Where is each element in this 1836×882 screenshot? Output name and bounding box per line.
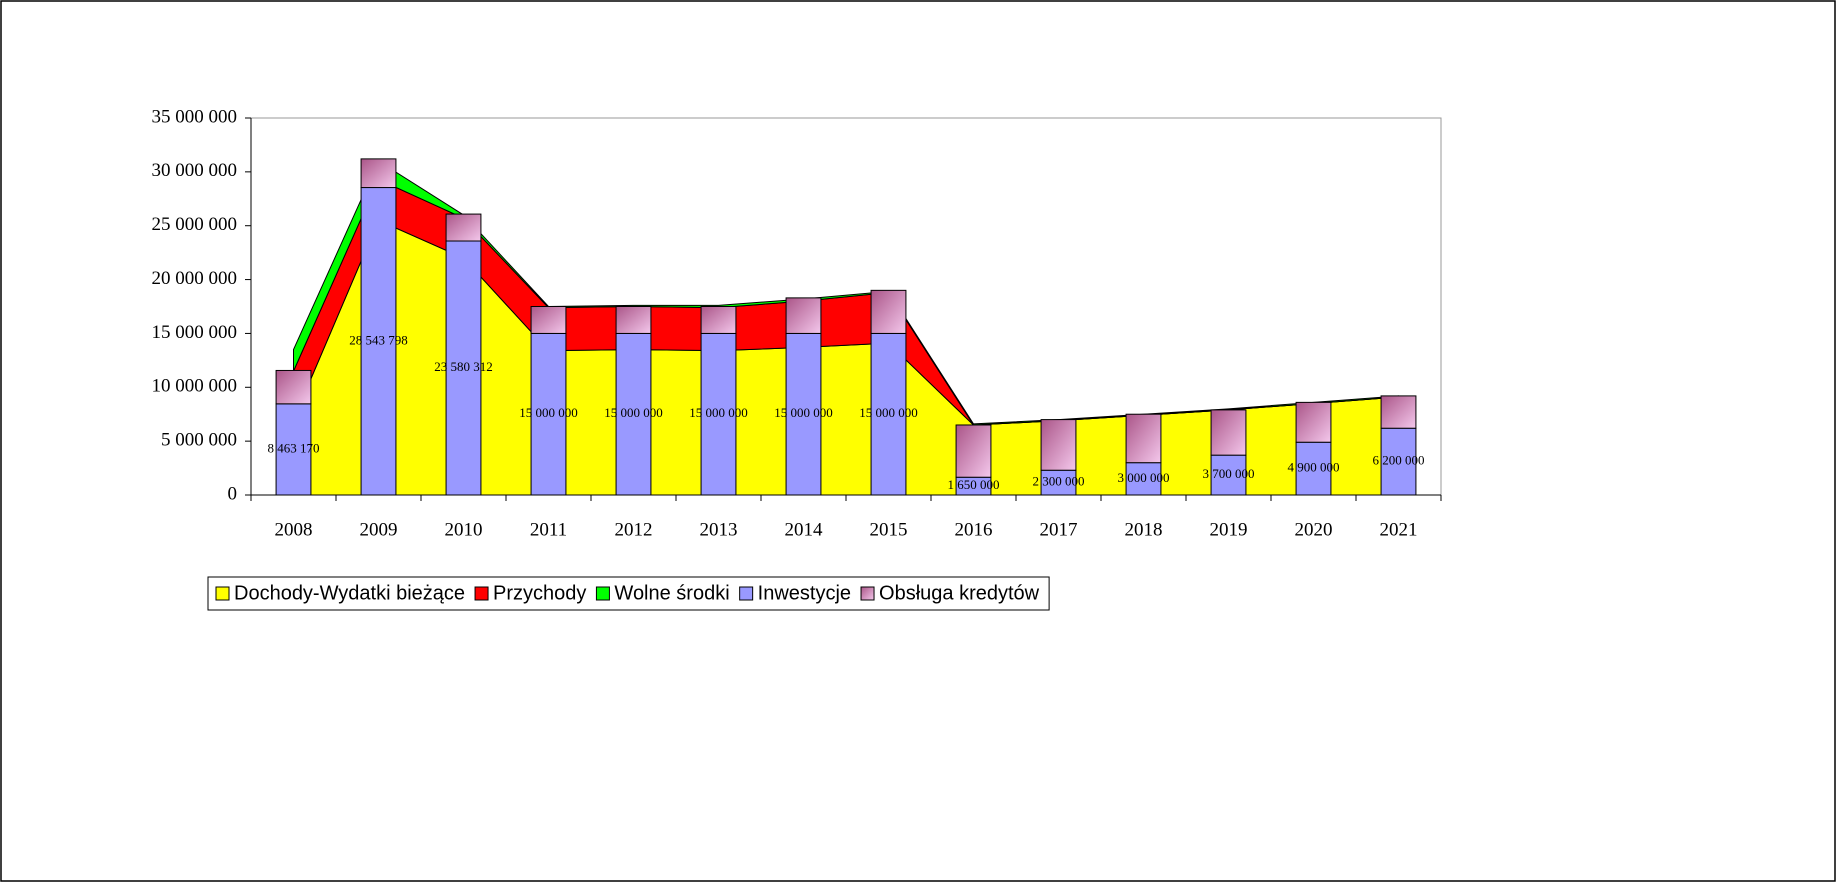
data-label: 28 543 798 — [349, 332, 408, 347]
bar — [870, 332, 907, 496]
bar — [530, 306, 567, 334]
bar — [1125, 413, 1162, 464]
y-tick-label: 20 000 000 — [152, 268, 238, 289]
bar — [1040, 419, 1077, 471]
y-tick-label: 10 000 000 — [152, 376, 238, 397]
bar — [1210, 454, 1247, 496]
x-tick-label: 2019 — [1210, 519, 1248, 540]
data-label: 23 580 312 — [434, 359, 493, 374]
bar — [955, 424, 992, 478]
legend-label: Inwestycje — [758, 582, 851, 604]
x-tick-label: 2011 — [530, 519, 567, 540]
data-label: 15 000 000 — [689, 405, 748, 420]
y-tick-label: 25 000 000 — [152, 214, 238, 235]
bar — [615, 306, 652, 334]
data-label: 1 650 000 — [948, 477, 1000, 492]
legend-swatch — [215, 586, 230, 601]
bar — [700, 332, 737, 496]
y-tick-label: 30 000 000 — [152, 160, 238, 181]
bar — [785, 332, 822, 496]
legend-swatch — [739, 586, 754, 601]
bar — [530, 332, 567, 496]
bar — [1295, 441, 1332, 496]
data-label: 3 700 000 — [1203, 466, 1255, 481]
y-tick-label: 15 000 000 — [152, 322, 238, 343]
x-tick-label: 2013 — [700, 519, 738, 540]
bar — [275, 369, 312, 405]
legend-swatch — [860, 586, 875, 601]
legend-label: Wolne środki — [614, 582, 729, 604]
bar — [1380, 427, 1417, 496]
data-label: 6 200 000 — [1373, 453, 1425, 468]
bar — [445, 213, 482, 242]
bar — [360, 187, 397, 496]
data-label: 15 000 000 — [604, 405, 663, 420]
bar — [1380, 395, 1417, 429]
x-tick-label: 2017 — [1040, 519, 1078, 540]
bar — [615, 332, 652, 496]
x-tick-label: 2020 — [1295, 519, 1333, 540]
bar — [700, 306, 737, 334]
data-label: 15 000 000 — [859, 405, 918, 420]
bar — [1210, 409, 1247, 456]
bar — [870, 289, 907, 334]
bar — [785, 297, 822, 334]
data-label: 4 900 000 — [1288, 460, 1340, 475]
x-tick-label: 2021 — [1380, 519, 1418, 540]
x-tick-label: 2010 — [445, 519, 483, 540]
legend-label: Dochody-Wydatki bieżące — [234, 582, 465, 604]
x-tick-label: 2009 — [360, 519, 398, 540]
bar — [360, 158, 397, 189]
legend-label: Obsługa kredytów — [879, 582, 1040, 604]
y-tick-label: 0 — [228, 483, 238, 504]
data-label: 3 000 000 — [1118, 470, 1170, 485]
bar — [275, 403, 312, 496]
legend-label: Przychody — [493, 582, 586, 604]
data-label: 2 300 000 — [1033, 474, 1085, 489]
bar — [445, 240, 482, 496]
x-tick-label: 2008 — [275, 519, 313, 540]
x-tick-label: 2015 — [870, 519, 908, 540]
legend-swatch — [595, 586, 610, 601]
y-tick-label: 5 000 000 — [161, 430, 237, 451]
x-tick-label: 2014 — [785, 519, 824, 540]
x-tick-label: 2012 — [615, 519, 653, 540]
bar — [1295, 401, 1332, 443]
data-label: 15 000 000 — [774, 405, 833, 420]
legend — [207, 576, 1050, 611]
y-tick-label: 35 000 000 — [152, 106, 238, 127]
data-label: 8 463 170 — [268, 440, 320, 455]
x-tick-label: 2018 — [1125, 519, 1163, 540]
data-label: 15 000 000 — [519, 405, 578, 420]
x-tick-label: 2016 — [955, 519, 993, 540]
legend-swatch — [474, 586, 489, 601]
